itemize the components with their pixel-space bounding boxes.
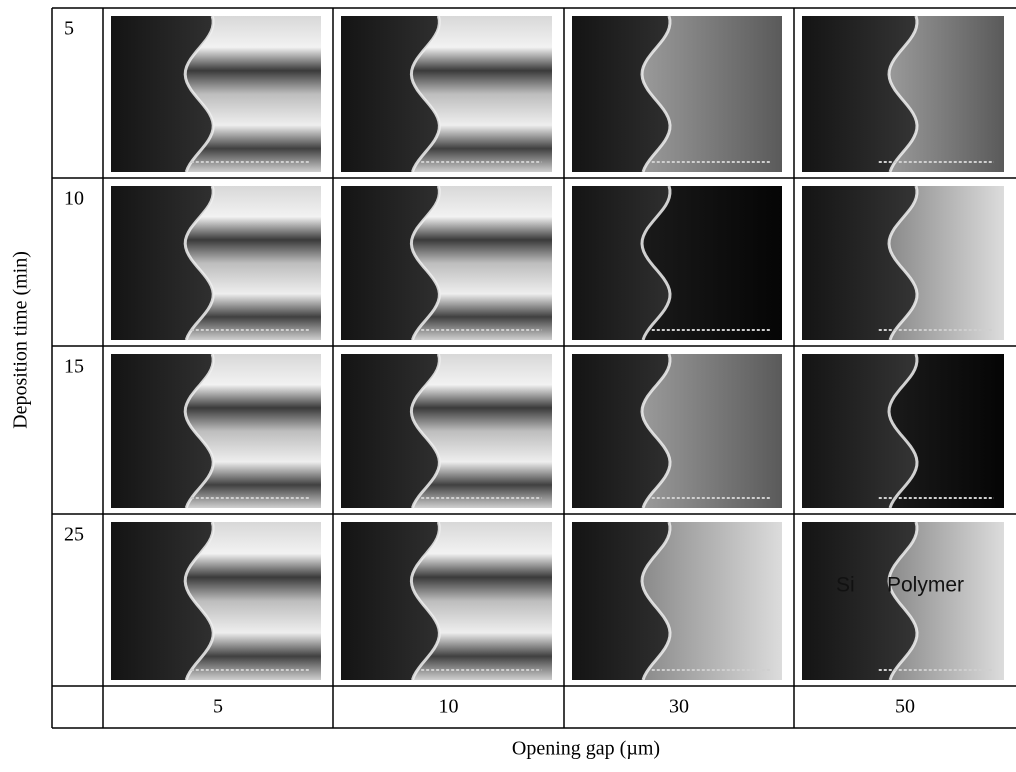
annotation-polymer: Polymer — [887, 574, 964, 597]
column-label: 5 — [213, 696, 223, 718]
sem-image — [572, 354, 782, 508]
row-label: 25 — [64, 524, 84, 546]
column-label: 10 — [439, 696, 459, 718]
sem-image — [111, 16, 321, 172]
sem-image — [802, 522, 1004, 680]
sem-image — [802, 186, 1004, 340]
row-label: 10 — [64, 188, 84, 210]
page: {"figure": { "y_label": "Deposition time… — [0, 0, 1016, 772]
sem-image — [111, 186, 321, 340]
sem-image — [572, 186, 782, 340]
sem-image — [341, 16, 552, 172]
annotation-si: Si — [836, 574, 855, 597]
figure: Deposition time (min) Opening gap (µm) 5… — [0, 0, 1016, 772]
sem-image — [341, 186, 552, 340]
sem-image — [572, 16, 782, 172]
sem-image — [802, 16, 1004, 172]
sem-image — [572, 522, 782, 680]
sem-image — [802, 354, 1004, 508]
y-axis-label: Deposition time (min) — [10, 251, 32, 429]
row-label: 15 — [64, 356, 84, 378]
sem-image — [341, 522, 552, 680]
sem-image — [341, 354, 552, 508]
sem-image — [111, 522, 321, 680]
column-label: 50 — [895, 696, 915, 718]
x-axis-label: Opening gap (µm) — [512, 738, 660, 760]
column-label: 30 — [669, 696, 689, 718]
sem-image — [111, 354, 321, 508]
row-label: 5 — [64, 18, 74, 40]
